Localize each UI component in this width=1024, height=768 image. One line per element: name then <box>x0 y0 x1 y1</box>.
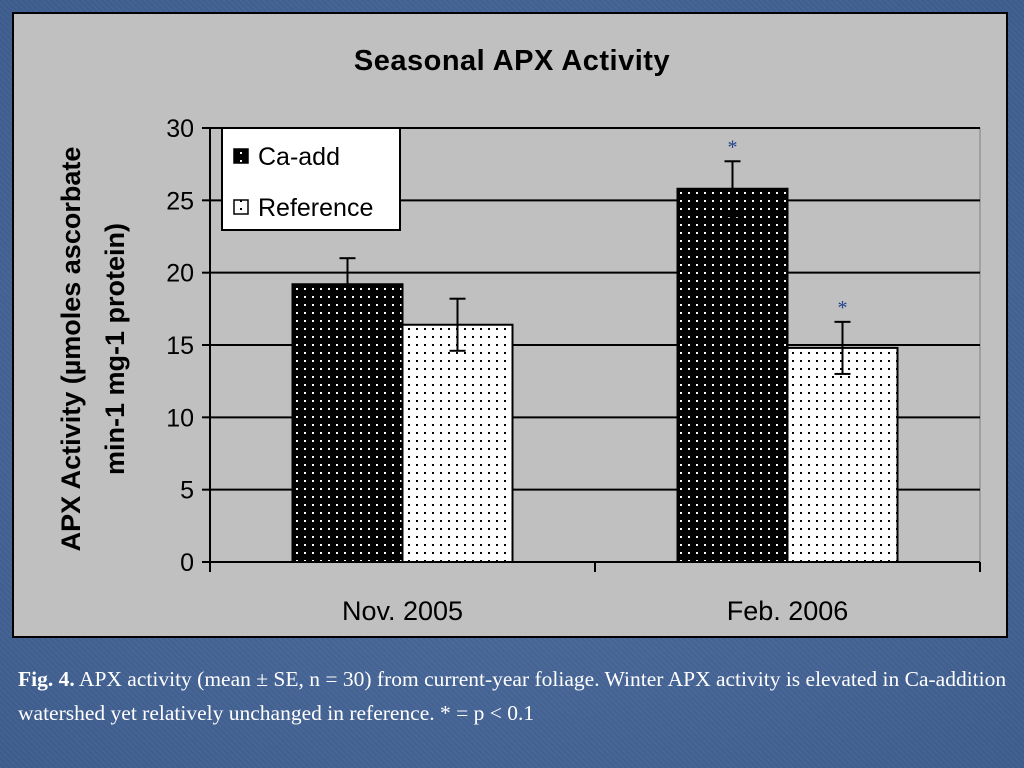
y-tick-label: 25 <box>166 187 194 215</box>
x-tick-labels: Nov. 2005 Feb. 2006 <box>342 596 848 626</box>
error-bars: ** <box>339 136 851 375</box>
bar-ca-add <box>291 283 404 563</box>
legend-label-reference: Reference <box>258 194 373 222</box>
chart-title: Seasonal APX Activity <box>354 45 670 77</box>
x-tick-label: Feb. 2006 <box>727 596 849 626</box>
y-tick-label: 20 <box>166 260 194 288</box>
bar-reference <box>786 346 899 564</box>
legend: Ca-add Reference <box>221 127 401 231</box>
y-tick-label: 30 <box>166 115 194 143</box>
y-tick-labels: 0 5 10 15 20 25 30 <box>166 115 194 577</box>
axes <box>209 128 981 572</box>
legend-box <box>221 127 401 231</box>
bar-ca-add <box>676 187 789 563</box>
y-tick-label: 15 <box>166 332 194 360</box>
chart-panel: * * 0 5 10 15 20 25 30 Nov. 2005 Feb. 2006 Seaso… <box>12 12 1008 638</box>
x-tick-label: Nov. 2005 <box>342 596 463 626</box>
y-tick-label: 10 <box>166 404 194 432</box>
legend-label-ca-add: Ca-add <box>258 143 340 171</box>
y-tick-label: 5 <box>180 477 194 505</box>
legend-swatch-reference <box>233 199 249 215</box>
significance-marker: * <box>838 297 848 319</box>
y-axis-label-line-2: min-1 mg-1 protein) <box>100 223 130 475</box>
significance-marker: * <box>728 136 738 158</box>
bar-reference <box>401 323 514 563</box>
caption-text: APX activity (mean ± SE, n = 30) from cu… <box>18 667 1007 725</box>
y-axis-label-line-1: APX Activity (µmoles ascorbate <box>56 147 86 552</box>
figure-caption: Fig. 4. APX activity (mean ± SE, n = 30)… <box>18 662 1008 730</box>
caption-label: Fig. 4. <box>18 667 75 691</box>
legend-swatch-ca-add <box>233 148 249 164</box>
bars <box>291 187 899 564</box>
y-tick-label: 0 <box>180 549 194 577</box>
